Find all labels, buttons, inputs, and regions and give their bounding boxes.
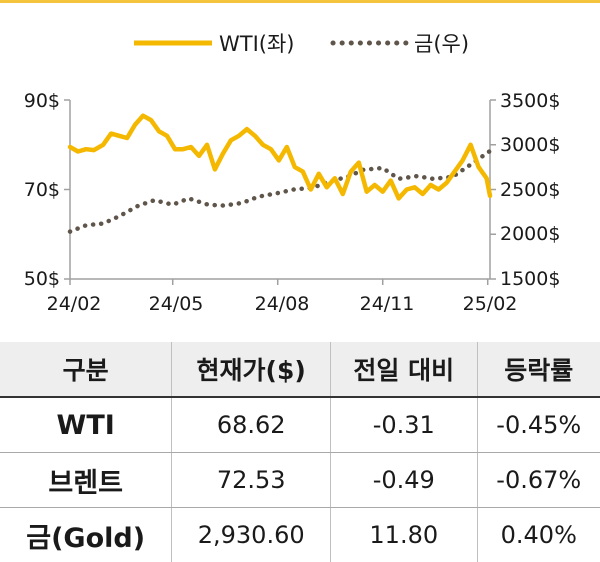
oil-gold-price-chart: WTI(좌) 금(우) 90$ 70$ 50$ 3500$ 3000$ 2500… — [0, 0, 600, 330]
header-current-price: 현재가($) — [172, 342, 331, 397]
left-tick-marks — [64, 100, 70, 279]
row-change: -0.49 — [331, 453, 477, 508]
row-change: 11.80 — [331, 508, 477, 562]
row-name: 브렌트 — [0, 453, 172, 508]
legend: WTI(좌) 금(우) — [134, 32, 469, 56]
row-name: WTI — [0, 397, 172, 453]
row-rate: -0.67% — [477, 453, 600, 508]
x-tick-label: 24/08 — [255, 293, 310, 315]
row-rate: -0.45% — [477, 397, 600, 453]
row-rate: 0.40% — [477, 508, 600, 562]
header-change-rate: 등락률 — [477, 342, 600, 397]
row-price: 68.62 — [172, 397, 331, 453]
x-axis-labels: 24/02 24/05 24/08 24/11 25/02 — [47, 293, 518, 315]
right-tick-label: 1500$ — [500, 268, 560, 290]
right-tick-label: 3500$ — [500, 90, 560, 112]
right-axis-labels: 3500$ 3000$ 2500$ 2000$ 1500$ — [500, 90, 560, 290]
right-tick-label: 2000$ — [500, 223, 560, 245]
table-row: WTI 68.62 -0.31 -0.45% — [0, 397, 600, 453]
wti-series-line — [70, 116, 490, 199]
x-tick-marks — [70, 279, 488, 285]
row-price: 2,930.60 — [172, 508, 331, 562]
left-tick-label: 50$ — [24, 268, 60, 290]
header-daily-change: 전일 대비 — [331, 342, 477, 397]
series-layer — [70, 116, 490, 232]
x-tick-label: 24/05 — [149, 293, 204, 315]
row-price: 72.53 — [172, 453, 331, 508]
legend-gold-label: 금(우) — [414, 32, 469, 56]
row-name: 금(Gold) — [0, 508, 172, 562]
table-row: 금(Gold) 2,930.60 11.80 0.40% — [0, 508, 600, 562]
x-tick-label: 24/11 — [360, 293, 415, 315]
header-category: 구분 — [0, 342, 172, 397]
table-header-row: 구분 현재가($) 전일 대비 등락률 — [0, 342, 600, 397]
left-tick-label: 90$ — [24, 90, 60, 112]
x-tick-label: 25/02 — [463, 293, 518, 315]
left-axis-labels: 90$ 70$ 50$ — [24, 90, 60, 290]
x-tick-label: 24/02 — [47, 293, 102, 315]
right-tick-label: 2500$ — [500, 179, 560, 201]
left-tick-label: 70$ — [24, 179, 60, 201]
legend-wti-label: WTI(좌) — [219, 32, 295, 56]
right-tick-label: 3000$ — [500, 134, 560, 156]
price-summary-table: 구분 현재가($) 전일 대비 등락률 WTI 68.62 -0.31 -0.4… — [0, 342, 600, 562]
table-row: 브렌트 72.53 -0.49 -0.67% — [0, 453, 600, 508]
row-change: -0.31 — [331, 397, 477, 453]
